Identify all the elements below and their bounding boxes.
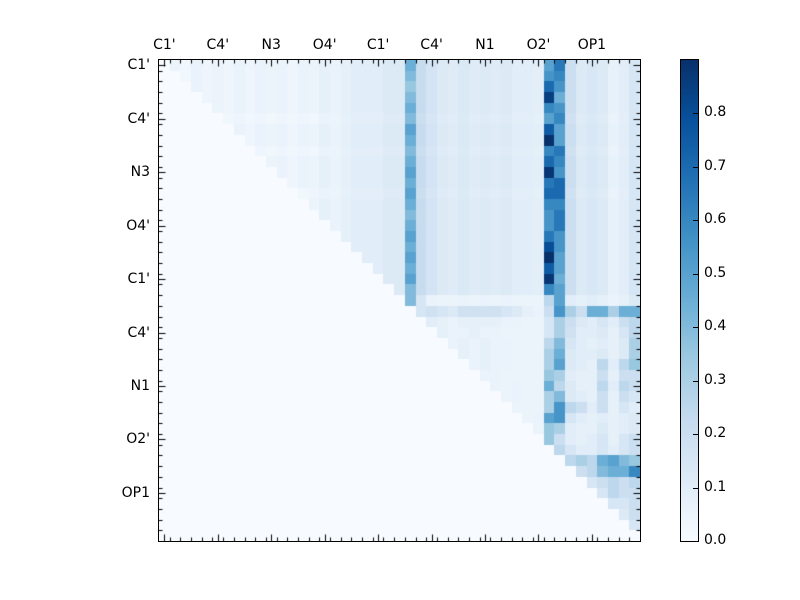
x-axis-tick-label: O2' [526,37,551,53]
colorbar-tick-label: 0.4 [704,318,727,335]
colorbar-tick-label: 0.7 [704,157,727,174]
colorbar-tick-label: 0.0 [704,532,727,548]
x-axis-tick-label: N3 [261,37,281,53]
colorbar-tick-label: 0.2 [704,425,727,442]
colorbar-tick [693,327,698,328]
colorbar-tick [693,113,698,114]
colorbar-tick [693,274,698,275]
x-axis-tick-label: C1' [366,37,390,53]
x-axis-tick-label: C1' [153,37,176,53]
x-axis-tick-label: O4' [312,37,337,53]
y-axis-tick-label: C1' [127,271,150,288]
y-axis-tick-label: N1 [130,378,150,394]
heatmap-plot-area [158,59,641,542]
colorbar-tick [693,434,698,435]
heatmap-canvas [159,60,640,541]
colorbar-tick [693,541,698,542]
colorbar-tick-label: 0.5 [704,264,727,281]
y-axis-tick-label: C1' [127,57,150,74]
y-axis-tick-label: C4' [127,324,150,341]
x-axis-tick-label: C4' [206,37,230,53]
colorbar-tick-label: 0.6 [704,211,727,228]
colorbar-tick [693,167,698,168]
y-axis-tick-label: O2' [126,431,150,448]
y-axis-tick-label: N3 [130,164,150,181]
colorbar-gradient [681,60,698,541]
y-axis-tick-label: C4' [127,110,150,127]
y-axis-tick-label: O4' [126,217,150,234]
colorbar-tick [693,488,698,489]
x-axis-tick-label: C4' [420,37,443,53]
colorbar-tick-label: 0.1 [704,478,727,495]
x-axis-tick-label: OP1 [577,37,607,53]
colorbar-tick-label: 0.8 [704,104,727,121]
x-axis-tick-label: N1 [475,37,495,53]
colorbar-tick-label: 0.3 [704,371,727,388]
colorbar-tick [693,381,698,382]
colorbar-tick [693,220,698,221]
y-axis-tick-label: OP1 [121,484,150,501]
colorbar [680,59,699,542]
